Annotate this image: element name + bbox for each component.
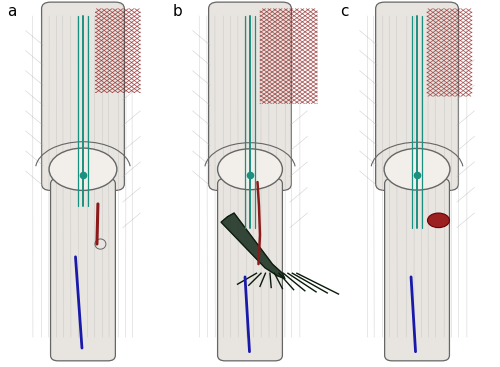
- Text: a: a: [6, 4, 16, 19]
- Ellipse shape: [384, 148, 450, 190]
- Text: c: c: [340, 4, 348, 19]
- Polygon shape: [221, 213, 285, 279]
- FancyBboxPatch shape: [376, 2, 458, 190]
- FancyBboxPatch shape: [218, 178, 282, 361]
- FancyBboxPatch shape: [50, 178, 116, 361]
- Ellipse shape: [218, 149, 282, 190]
- Ellipse shape: [49, 148, 117, 190]
- FancyBboxPatch shape: [384, 178, 450, 361]
- FancyBboxPatch shape: [208, 2, 292, 190]
- Text: b: b: [172, 4, 182, 19]
- FancyBboxPatch shape: [42, 2, 124, 190]
- Ellipse shape: [428, 213, 450, 228]
- Ellipse shape: [95, 239, 106, 249]
